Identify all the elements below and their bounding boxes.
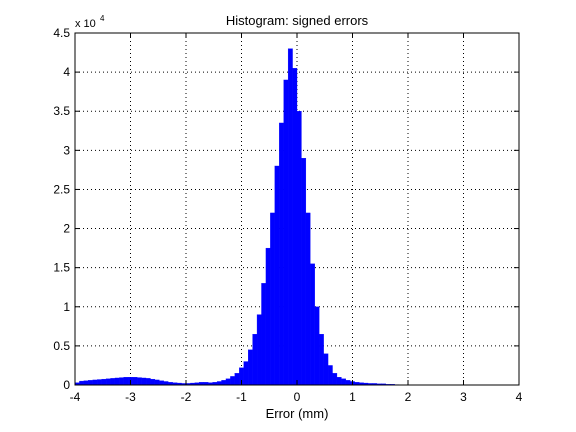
histogram-bar xyxy=(145,378,151,386)
histogram-bar xyxy=(97,379,102,386)
x-tick-label: 3 xyxy=(460,390,467,404)
histogram-bar xyxy=(283,79,289,386)
x-tick-label: -2 xyxy=(181,390,192,404)
histogram-bar xyxy=(234,373,240,386)
x-tick-label: 1 xyxy=(349,390,356,404)
histogram-bar xyxy=(88,380,93,386)
histogram-bar xyxy=(132,377,138,386)
histogram-bar xyxy=(79,380,85,386)
histogram-bar xyxy=(314,306,320,386)
y-exponent-power: 4 xyxy=(100,14,105,23)
y-tick-label: 0 xyxy=(63,378,70,392)
y-tick-label: 4 xyxy=(63,65,70,79)
x-tick-label: 0 xyxy=(294,390,301,404)
histogram-bar xyxy=(243,361,249,386)
histogram-bar xyxy=(287,48,293,386)
histogram-bar xyxy=(110,378,116,386)
axis-ticks xyxy=(74,32,520,386)
x-tick-label: 2 xyxy=(405,390,412,404)
histogram-bar xyxy=(345,380,351,386)
y-tick-label: 2 xyxy=(63,222,70,236)
y-tick-label: 4.5 xyxy=(53,26,70,40)
x-tick-label: -4 xyxy=(70,390,81,404)
y-tick-label: 2.5 xyxy=(53,182,70,196)
histogram-bar xyxy=(279,122,284,386)
histogram-bar xyxy=(319,334,324,386)
histogram-bar xyxy=(327,365,333,386)
histogram-bar xyxy=(159,380,164,386)
y-exponent-base: x 10 xyxy=(75,18,96,30)
x-tick-labels: -4 -3 -2 -1 0 1 2 3 4 xyxy=(70,390,523,404)
y-tick-labels: 0 0.5 1 1.5 2 2.5 3 3.5 4 4.5 xyxy=(53,26,70,392)
histogram-bar xyxy=(323,353,329,386)
histogram-bar xyxy=(114,377,120,386)
histogram-bar xyxy=(301,158,307,386)
x-tick-label: 4 xyxy=(516,390,523,404)
histogram-bar xyxy=(265,247,271,386)
x-axis-label: Error (mm) xyxy=(266,406,329,421)
histogram-bar xyxy=(336,377,342,386)
histogram-bar xyxy=(274,165,280,386)
histogram-bar xyxy=(216,381,222,386)
histogram-bar xyxy=(137,377,142,386)
y-tick-label: 1 xyxy=(63,300,70,314)
histogram-bar xyxy=(221,380,227,386)
histogram-bar xyxy=(341,378,346,386)
histogram-bar xyxy=(225,378,231,386)
histogram-bar xyxy=(310,263,315,386)
histogram-bar xyxy=(292,68,298,386)
y-axis-exponent: x 10 4 xyxy=(75,14,105,30)
histogram-bar xyxy=(105,378,111,386)
histogram-bar xyxy=(296,111,302,386)
y-tick-label: 3 xyxy=(63,143,70,157)
histogram-bar xyxy=(92,379,98,386)
y-tick-label: 1.5 xyxy=(53,261,70,275)
histogram-bar xyxy=(248,349,253,386)
histogram-bar xyxy=(270,212,275,386)
histogram-bar xyxy=(332,373,338,386)
histogram-bar xyxy=(119,377,124,386)
y-tick-label: 3.5 xyxy=(53,104,70,118)
histogram-bar xyxy=(150,378,156,386)
histogram-bar xyxy=(230,376,235,386)
histogram-bar xyxy=(261,283,267,386)
histogram-bar xyxy=(154,379,160,386)
histogram-bar xyxy=(123,377,129,386)
histogram-bar xyxy=(101,378,107,386)
x-tick-label: -1 xyxy=(236,390,247,404)
histogram-bar xyxy=(256,314,262,386)
histogram-bar xyxy=(141,377,147,386)
chart-title: Histogram: signed errors xyxy=(226,13,369,28)
histogram-bar xyxy=(163,381,169,386)
histogram-bar xyxy=(83,380,89,386)
x-tick-label: -3 xyxy=(125,390,136,404)
histogram-bar xyxy=(252,334,258,386)
histogram-bar xyxy=(305,212,311,386)
y-tick-label: 0.5 xyxy=(53,339,70,353)
